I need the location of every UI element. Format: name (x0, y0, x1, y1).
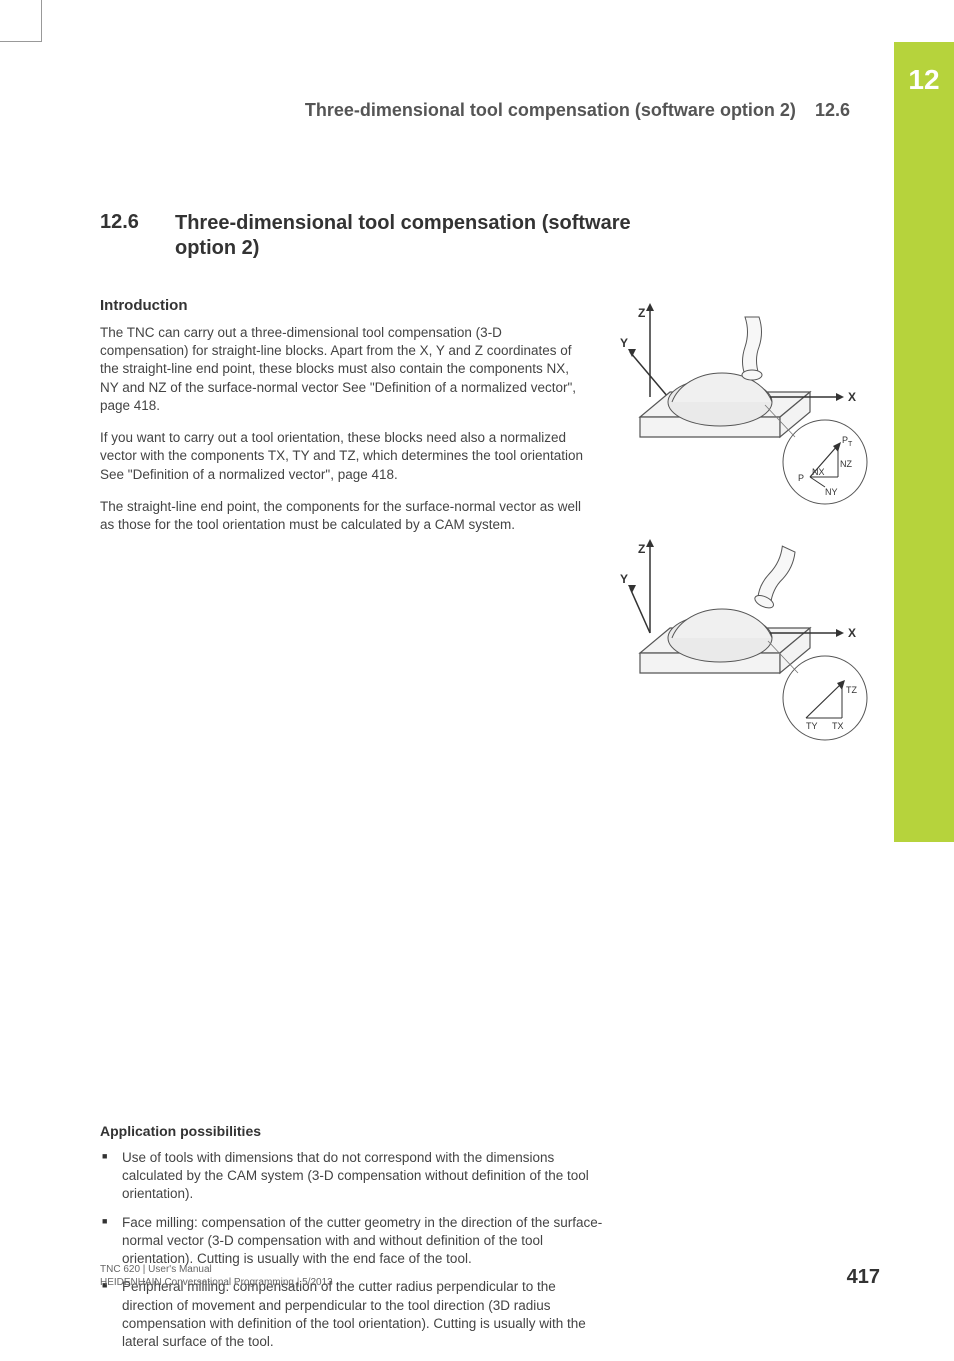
axis-z-label-2: Z (638, 542, 645, 556)
application-heading: Application possibilities (100, 1123, 880, 1139)
application-list: Use of tools with dimensions that do not… (100, 1149, 880, 1351)
fig1-nx: NX (812, 467, 825, 477)
intro-para-2: If you want to carry out a tool orientat… (100, 429, 590, 484)
application-block: Application possibilities Use of tools w… (100, 1123, 880, 1351)
section-heading: 12.6 Three-dimensional tool compensation… (100, 211, 880, 261)
fig1-nz: NZ (840, 459, 852, 469)
intro-para-1: The TNC can carry out a three-dimensiona… (100, 324, 590, 415)
intro-heading: Introduction (100, 297, 590, 314)
chapter-tab: 12 (894, 42, 954, 842)
section-title: Three-dimensional tool compensation (sof… (175, 211, 635, 261)
footer-line-1: TNC 620 | User's Manual (100, 1263, 333, 1276)
running-head-title: Three-dimensional tool compensation (sof… (305, 100, 796, 120)
footer-lines: TNC 620 | User's Manual HEIDENHAIN Conve… (100, 1263, 333, 1289)
axis-z-label: Z (638, 306, 645, 320)
axis-x-label: X (848, 390, 856, 404)
page: 12 Three-dimensional tool compensation (… (0, 0, 954, 1315)
text-column: Introduction The TNC can carry out a thr… (100, 297, 590, 753)
running-head-num: 12.6 (815, 100, 850, 120)
footer-line-2: HEIDENHAIN Conversational Programming | … (100, 1276, 333, 1289)
footer: TNC 620 | User's Manual HEIDENHAIN Conve… (100, 1263, 880, 1289)
axis-x-label-2: X (848, 626, 856, 640)
figure-2: Z Y (620, 533, 880, 753)
figure-1: Z Y (620, 297, 880, 517)
content-area: Three-dimensional tool compensation (sof… (100, 100, 880, 1361)
axis-y-label-2: Y (620, 572, 628, 586)
axis-y-label: Y (620, 336, 628, 350)
section-number: 12.6 (100, 211, 175, 261)
body-row: Introduction The TNC can carry out a thr… (100, 297, 880, 753)
running-head: Three-dimensional tool compensation (sof… (100, 100, 880, 121)
fig1-ny: NY (825, 487, 838, 497)
intro-para-3: The straight-line end point, the compone… (100, 498, 590, 534)
page-number: 417 (847, 1266, 880, 1289)
list-item: Use of tools with dimensions that do not… (100, 1149, 610, 1204)
fig2-tx: TX (832, 721, 844, 731)
fig2-ty: TY (806, 721, 818, 731)
fig1-p: P (798, 473, 804, 483)
crop-mark (0, 0, 42, 42)
chapter-number: 12 (894, 64, 954, 96)
fig2-tz: TZ (846, 685, 857, 695)
figure-column: Z Y (620, 297, 880, 753)
list-item: Face milling: compensation of the cutter… (100, 1214, 610, 1269)
